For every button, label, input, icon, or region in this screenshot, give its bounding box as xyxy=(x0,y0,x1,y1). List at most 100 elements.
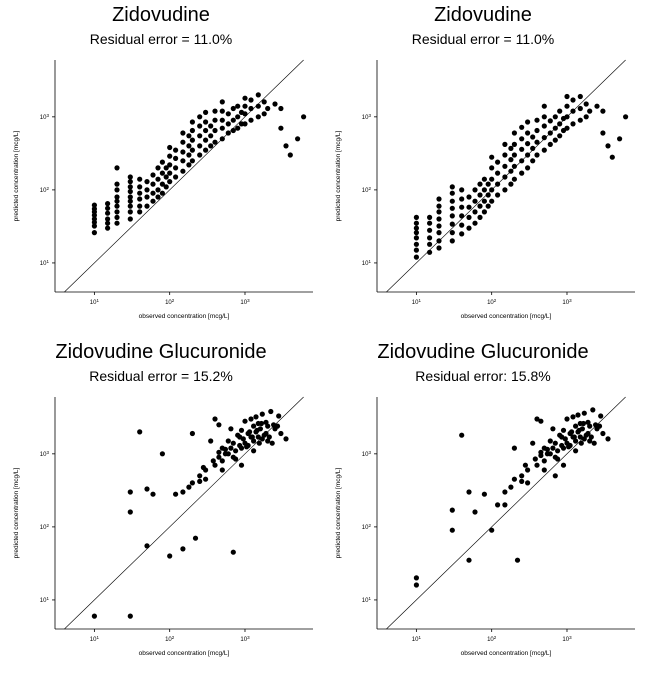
data-point xyxy=(127,198,133,204)
data-point xyxy=(525,480,531,486)
chart-subtitle: Residual error = 15.2% xyxy=(89,368,233,384)
data-point xyxy=(225,451,231,457)
data-point xyxy=(466,225,472,231)
data-point xyxy=(105,201,111,207)
data-point xyxy=(519,124,525,130)
identity-line xyxy=(64,59,304,293)
data-point xyxy=(570,97,576,103)
data-point xyxy=(413,235,419,241)
data-point xyxy=(283,436,289,442)
scatter-plot: 101 102 103 101 102 103 observed concentration… xyxy=(335,396,635,657)
data-point xyxy=(248,105,254,112)
data-point xyxy=(155,165,161,171)
data-point xyxy=(534,462,540,468)
data-point xyxy=(477,181,483,187)
data-point xyxy=(481,187,487,193)
data-point xyxy=(413,575,419,581)
data-point xyxy=(538,418,544,424)
data-point xyxy=(255,434,261,440)
data-point xyxy=(173,155,179,161)
data-point xyxy=(242,95,248,101)
data-point xyxy=(555,456,561,462)
scatter-plot: 101 102 103 101 102 103 observed concentration… xyxy=(13,59,313,320)
data-point xyxy=(159,181,165,187)
data-point xyxy=(127,613,133,619)
data-point xyxy=(436,230,442,236)
data-point xyxy=(265,423,271,429)
data-point xyxy=(585,430,591,437)
data-point xyxy=(212,117,218,123)
data-point xyxy=(197,473,203,479)
data-point xyxy=(541,135,547,141)
data-point xyxy=(203,127,209,134)
data-point xyxy=(502,152,508,158)
data-point xyxy=(598,413,604,419)
data-point xyxy=(541,467,547,473)
data-point xyxy=(477,192,483,198)
data-point xyxy=(249,434,255,440)
chart-subtitle: Residual error = 11.0% xyxy=(411,31,555,47)
data-point xyxy=(459,432,465,438)
data-point xyxy=(525,152,531,158)
data-point xyxy=(436,196,442,202)
data-point xyxy=(144,203,150,209)
data-point xyxy=(581,436,587,442)
data-point xyxy=(222,446,228,452)
data-point xyxy=(247,429,253,435)
data-point xyxy=(569,429,575,435)
data-point xyxy=(91,230,97,236)
data-point xyxy=(538,449,544,455)
x-axis-label: observed concentration [mcg/L] xyxy=(461,313,552,320)
data-point xyxy=(459,196,465,202)
x-tick-label: 102 xyxy=(487,635,497,643)
data-point xyxy=(272,101,278,107)
data-point xyxy=(472,209,478,215)
data-point xyxy=(219,467,225,473)
y-tick-label: 101 xyxy=(40,596,50,604)
data-point xyxy=(570,108,576,114)
data-point xyxy=(436,238,442,244)
data-point xyxy=(210,458,216,464)
y-tick-label: 103 xyxy=(362,113,372,121)
data-point xyxy=(522,462,528,468)
data-point xyxy=(248,416,254,422)
data-point xyxy=(228,426,234,432)
data-point xyxy=(495,159,501,165)
data-point xyxy=(238,427,245,433)
data-point xyxy=(489,187,495,193)
data-point xyxy=(427,235,433,241)
data-point xyxy=(481,198,487,204)
data-point xyxy=(511,176,517,182)
data-point xyxy=(167,179,173,185)
data-point xyxy=(489,198,495,204)
data-point xyxy=(449,205,455,211)
data-point xyxy=(91,223,97,229)
data-point xyxy=(578,440,584,446)
data-point xyxy=(511,476,517,482)
data-point xyxy=(173,174,179,180)
data-point xyxy=(255,114,261,120)
data-point xyxy=(219,125,225,131)
data-point xyxy=(233,456,239,462)
data-point xyxy=(485,203,491,209)
data-point xyxy=(605,143,611,149)
data-point xyxy=(212,416,218,422)
data-point xyxy=(150,172,156,178)
data-point xyxy=(144,187,150,193)
data-point xyxy=(295,136,301,142)
data-point xyxy=(189,158,195,164)
data-point xyxy=(283,143,289,149)
data-point xyxy=(547,438,553,444)
data-point xyxy=(413,230,419,236)
data-point xyxy=(105,205,111,211)
data-point xyxy=(127,188,133,195)
y-axis-label: predicted concentration [mcg/L] xyxy=(335,130,342,221)
data-point xyxy=(519,478,525,484)
data-point xyxy=(230,117,236,123)
x-axis-label: observed concentration [mcg/L] xyxy=(461,650,552,657)
data-point xyxy=(485,192,491,198)
data-point xyxy=(544,446,550,452)
data-point xyxy=(449,198,455,204)
data-point xyxy=(127,179,133,185)
y-tick-label: 102 xyxy=(40,186,50,194)
